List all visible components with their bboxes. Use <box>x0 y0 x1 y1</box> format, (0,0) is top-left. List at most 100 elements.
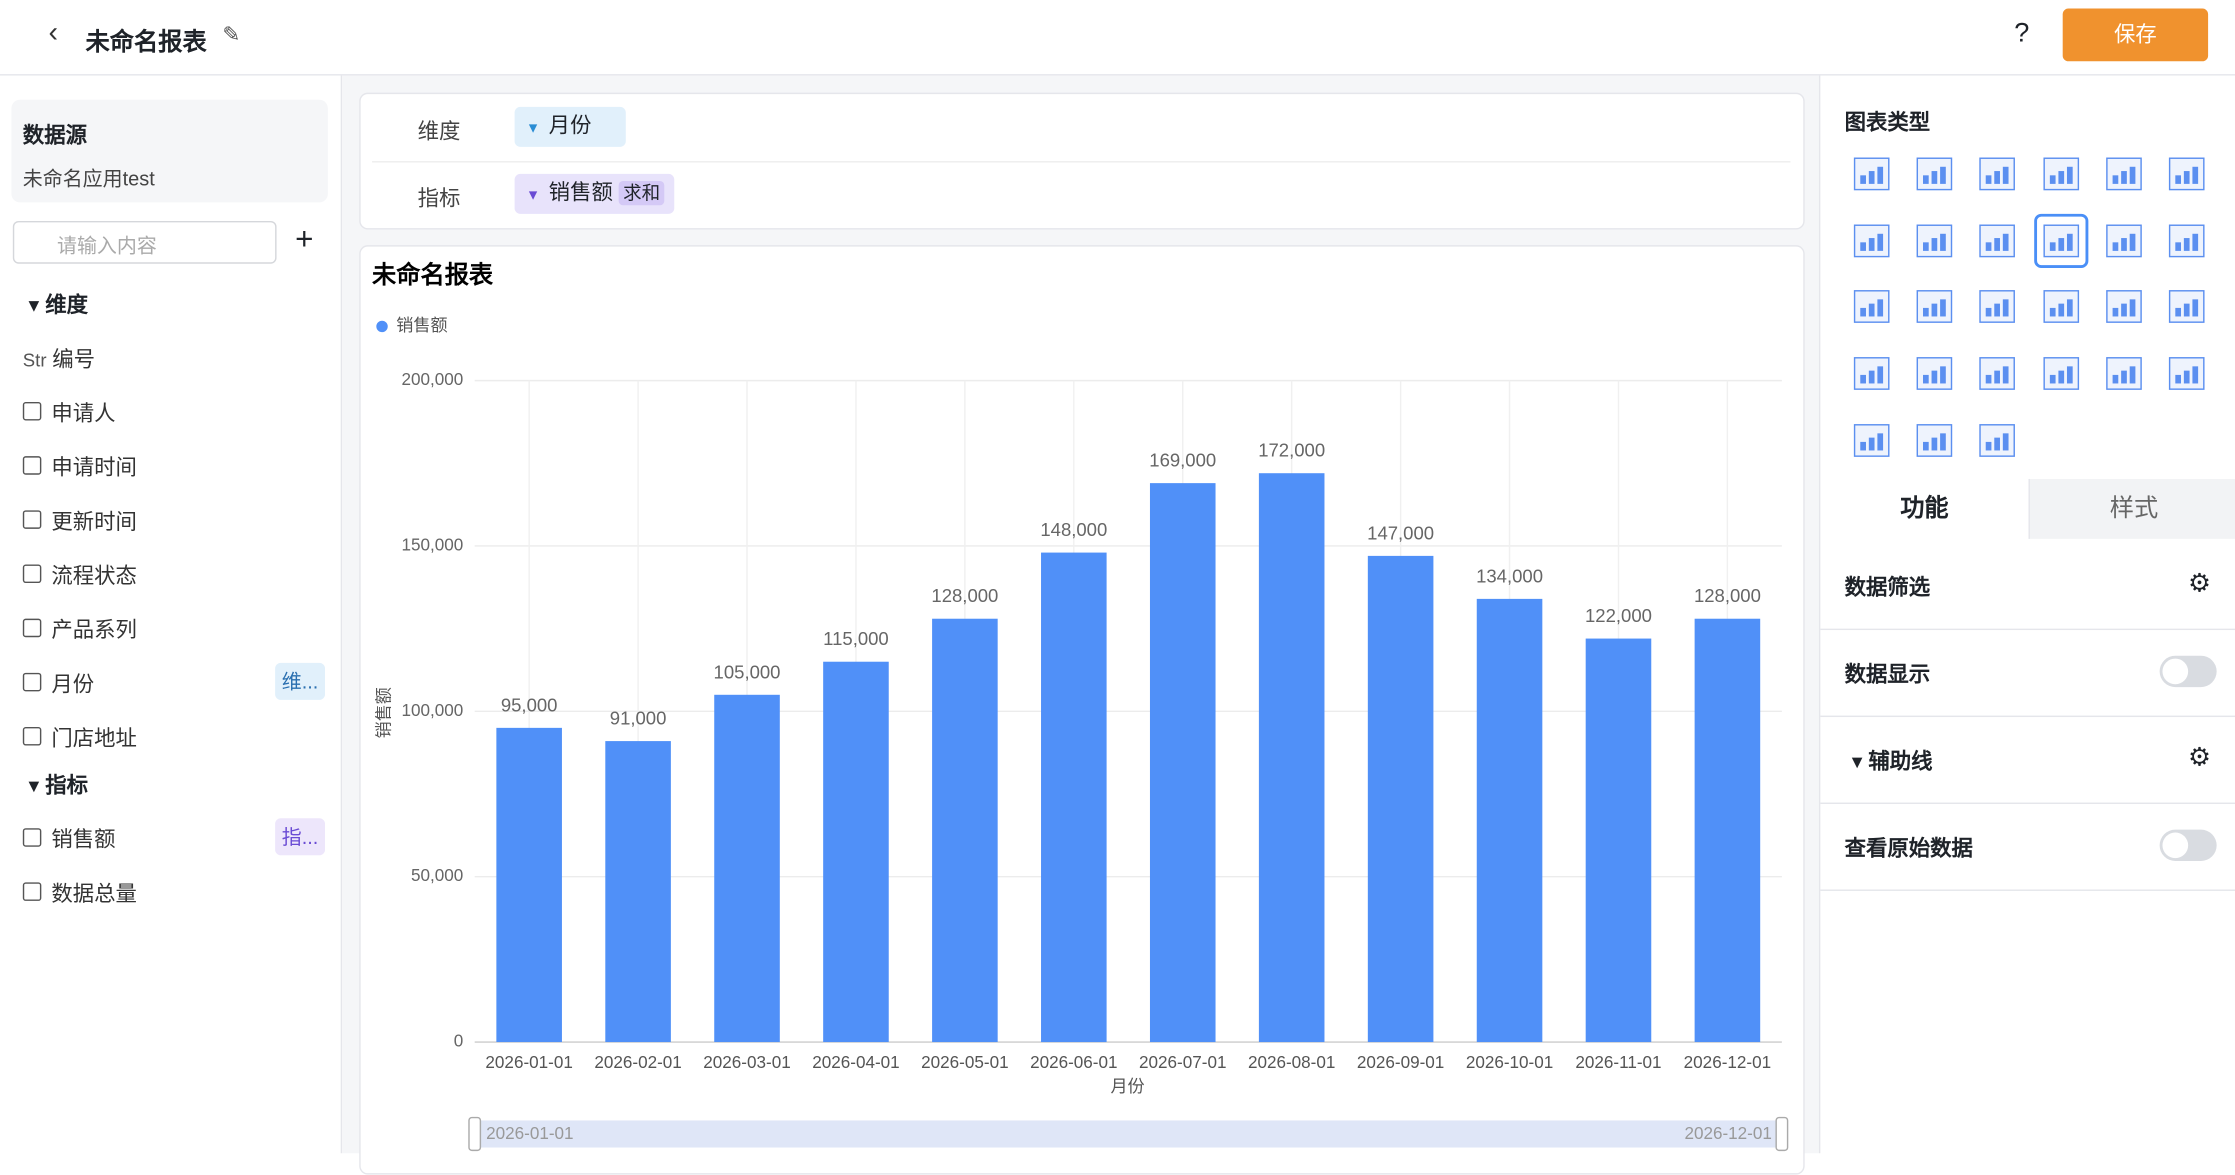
back-button[interactable]: ‹ <box>48 17 58 49</box>
dimension-chip-text: 月份 <box>548 114 592 139</box>
chart-type-icon[interactable] <box>2168 224 2205 258</box>
chart-type-icon[interactable] <box>1916 157 1953 191</box>
save-button[interactable]: 保存 <box>2062 8 2209 62</box>
value-label: 105,000 <box>714 661 781 682</box>
chart-type-icon[interactable] <box>1916 224 1953 258</box>
field-item[interactable]: 数据总量 <box>22 878 137 908</box>
icon-bar <box>1860 175 1866 184</box>
edit-icon[interactable]: ✎ <box>222 22 241 48</box>
chart-type-icon[interactable] <box>1853 290 1890 323</box>
chart-type-icon[interactable] <box>2106 157 2142 191</box>
icon-bar <box>2049 175 2056 184</box>
setting-row: 数据筛选 ⚙ <box>1820 543 2235 631</box>
icon-bar <box>2002 433 2009 451</box>
chart-type-icon[interactable] <box>1853 424 1890 457</box>
chart-type-icon[interactable] <box>1853 224 1890 258</box>
icon-bar <box>1940 366 1946 384</box>
chart-type-icon[interactable] <box>2168 357 2205 390</box>
chart-type-selected <box>2034 213 2089 268</box>
chart-title: 未命名报表 <box>372 261 494 289</box>
chart-type-icon[interactable] <box>2106 357 2142 390</box>
field-item[interactable]: 销售额 <box>22 824 116 854</box>
field-label: 销售额 <box>51 828 116 853</box>
y-tick-label: 150,000 <box>401 535 463 554</box>
field-item[interactable]: 门店地址 <box>22 723 137 753</box>
toggle[interactable] <box>2159 655 2217 688</box>
x-axis-label: 月份 <box>1110 1077 1144 1096</box>
source-box: 数据源 未命名应用test <box>11 99 328 203</box>
icon-bar <box>2183 370 2190 384</box>
field-label: 月份 <box>51 672 95 698</box>
zoom-start-label: 2026-01-01 <box>486 1124 573 1143</box>
chart-type-icon[interactable] <box>1979 290 2015 323</box>
value-label: 148,000 <box>1040 519 1107 540</box>
add-button[interactable]: + <box>295 220 314 257</box>
chart-type-icon[interactable] <box>1916 290 1953 323</box>
chart-type-icon[interactable] <box>1853 357 1890 390</box>
icon-bar <box>1922 307 1929 317</box>
field-label: 数据总量 <box>51 882 137 907</box>
icon-bar <box>2066 166 2073 184</box>
field-item[interactable]: 月份 <box>22 669 95 699</box>
field-item[interactable]: 产品系列 <box>22 614 137 644</box>
icon-bar <box>1877 366 1884 384</box>
chart-type-icon[interactable] <box>1853 157 1890 191</box>
chart-type-icon[interactable] <box>1979 424 2015 457</box>
field-tag: 指... <box>275 818 326 856</box>
setting-row: 查看原始数据 <box>1820 804 2235 891</box>
field-label: 门店地址 <box>51 727 137 752</box>
chart-type-icon[interactable] <box>2106 224 2142 258</box>
chart-type-icon[interactable] <box>1979 224 2015 258</box>
gear-icon[interactable]: ⚙ <box>2187 568 2211 598</box>
icon-bar <box>2129 366 2136 384</box>
icon-bar <box>1931 238 1938 251</box>
chart-type-icon[interactable] <box>2043 290 2080 323</box>
chart-type-icon[interactable] <box>1979 157 2015 191</box>
field-item[interactable]: 更新时间 <box>22 506 137 536</box>
bar <box>496 727 562 1043</box>
icon-bar <box>2049 374 2056 384</box>
field-item[interactable]: 流程状态 <box>22 560 137 590</box>
x-tick-label: 2026-06-01 <box>1030 1053 1117 1072</box>
chart-type-icon[interactable] <box>1979 357 2015 390</box>
field-item[interactable]: Str 编号 <box>23 344 95 374</box>
chart-type-icon[interactable] <box>2043 157 2080 191</box>
toggle[interactable] <box>2159 829 2217 862</box>
setting-label: 数据筛选 <box>1844 575 1931 601</box>
icon-bar <box>2066 233 2073 251</box>
value-label: 169,000 <box>1149 450 1216 471</box>
metric-chip[interactable]: ▼ 销售额 求和 <box>514 173 675 214</box>
field-icon <box>22 456 42 475</box>
chart-type-icon[interactable] <box>2168 290 2205 323</box>
chart-type-icon[interactable] <box>2168 157 2205 191</box>
zoom-handle[interactable] <box>468 1116 482 1152</box>
icon-bar <box>2183 238 2190 251</box>
value-label: 122,000 <box>1585 605 1652 626</box>
help-icon[interactable]: ? <box>2014 18 2030 49</box>
chart-type-icon[interactable] <box>2106 290 2142 323</box>
chart-type-icon[interactable] <box>2043 224 2080 258</box>
tab-active[interactable]: 功能 <box>1900 494 1949 522</box>
icon-bar <box>2183 303 2190 317</box>
x-tick-label: 2026-07-01 <box>1139 1053 1226 1072</box>
icon-bar <box>1985 441 1992 451</box>
field-item[interactable]: 申请人 <box>22 398 116 428</box>
tab[interactable]: 样式 <box>2028 478 2235 539</box>
value-label: 115,000 <box>823 628 889 649</box>
y-tick-label: 100,000 <box>401 701 463 720</box>
zoom-handle[interactable] <box>1775 1116 1789 1152</box>
zoom-track[interactable] <box>474 1120 1782 1148</box>
field-label: 产品系列 <box>51 618 137 643</box>
icon-bar <box>1868 370 1875 384</box>
chart-type-icon[interactable] <box>2043 357 2080 390</box>
dimension-label: 维度 <box>417 119 461 144</box>
field-item[interactable]: 申请时间 <box>22 452 137 482</box>
dimension-chip[interactable]: ▼ 月份 <box>514 106 626 147</box>
gear-icon[interactable]: ⚙ <box>2187 742 2211 772</box>
chart-type-icon[interactable] <box>1916 357 1953 390</box>
icon-bar <box>2112 175 2119 184</box>
bar <box>1258 473 1325 1043</box>
chart-type-icon[interactable] <box>1916 424 1953 457</box>
search-box[interactable]: 请输入内容 <box>12 220 277 264</box>
